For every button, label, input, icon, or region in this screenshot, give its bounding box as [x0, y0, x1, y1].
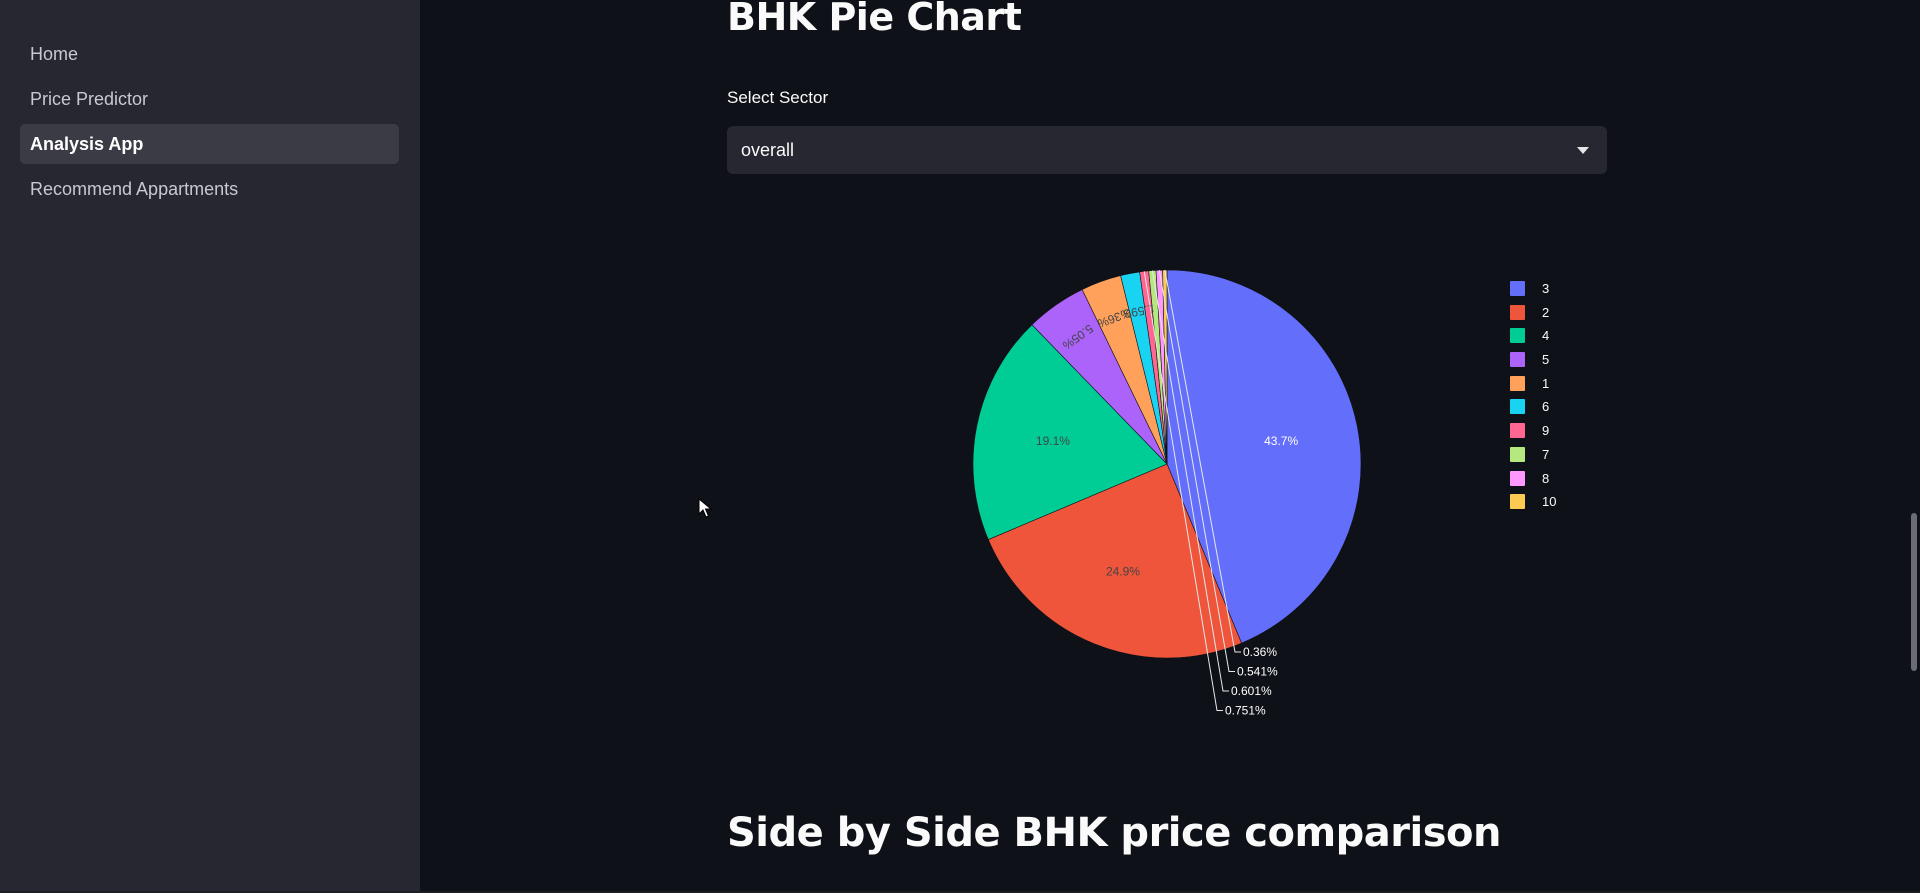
pie-label-8: 0.541%	[1237, 665, 1278, 679]
legend-swatch	[1510, 375, 1525, 391]
pie-label-3: 43.7%	[1264, 434, 1298, 448]
pie-label-7: 0.601%	[1231, 684, 1272, 698]
legend-swatch	[1510, 352, 1525, 368]
page-title: BHK Pie Chart	[727, 0, 1022, 39]
select-sector-label: Select Sector	[727, 88, 829, 107]
page-scrollbar[interactable]	[1911, 513, 1917, 671]
mouse-cursor-icon	[698, 498, 713, 518]
sector-select[interactable]: overall	[727, 126, 1607, 174]
legend-label: 10	[1542, 494, 1557, 510]
sidebar-item-home[interactable]: Home	[30, 44, 79, 64]
legend-swatch	[1510, 423, 1525, 439]
legend-item-2[interactable]: 2	[1510, 304, 1630, 328]
main-content: BHK Pie Chart Select Sector overall Side…	[420, 0, 1920, 893]
legend-label: 2	[1542, 304, 1550, 320]
legend-label: 6	[1542, 399, 1550, 415]
legend-swatch	[1510, 470, 1525, 486]
sidebar: Home Price Predictor Analysis App Recomm…	[0, 0, 420, 893]
legend-swatch	[1510, 281, 1525, 296]
legend-swatch	[1510, 494, 1525, 510]
legend-label: 1	[1542, 375, 1550, 391]
legend-item-7[interactable]: 7	[1510, 446, 1630, 470]
legend-label: 9	[1542, 423, 1550, 439]
legend-label: 8	[1542, 470, 1550, 486]
sidebar-item-analysis-app[interactable]: Analysis App	[20, 124, 399, 164]
legend-label: 3	[1542, 281, 1550, 296]
chevron-down-icon[interactable]	[1577, 147, 1589, 154]
sidebar-item-price-predictor[interactable]: Price Predictor	[30, 89, 149, 109]
legend-swatch	[1510, 446, 1525, 462]
legend-item-8[interactable]: 8	[1510, 470, 1630, 494]
legend-label: 4	[1542, 328, 1550, 344]
legend-swatch	[1510, 328, 1525, 344]
pie-label-9: 0.751%	[1225, 704, 1266, 718]
legend-item-10[interactable]: 10	[1510, 493, 1630, 517]
pie-leader-line-8	[1158, 270, 1235, 672]
legend-label: 7	[1542, 446, 1550, 462]
chart-legend: 3 2 4 5 1 6 9 7 8 10	[1510, 280, 1630, 517]
pie-label-4: 19.1%	[1036, 434, 1070, 448]
legend-item-3[interactable]: 3	[1510, 280, 1630, 304]
legend-item-1[interactable]: 1	[1510, 375, 1630, 399]
pie-slice-4[interactable]	[972, 324, 1168, 540]
section-title-bhk-comparison: Side by Side BHK price comparison	[727, 810, 1501, 856]
legend-item-4[interactable]: 4	[1510, 327, 1630, 351]
legend-label: 5	[1542, 352, 1550, 368]
pie-label-2: 24.9%	[1106, 565, 1140, 579]
bottom-border	[0, 891, 1920, 893]
pie-label-10: 0.36%	[1243, 645, 1277, 659]
legend-item-5[interactable]: 5	[1510, 351, 1630, 375]
pie-leader-line-7	[1151, 270, 1229, 692]
pie-leader-line-10	[1164, 269, 1241, 653]
pie-label-6: 1.59%	[1119, 302, 1155, 322]
legend-swatch	[1510, 304, 1525, 320]
legend-item-6[interactable]: 6	[1510, 398, 1630, 422]
sidebar-item-recommend-appartments[interactable]: Recommend Appartments	[30, 179, 239, 199]
pie-leader-line-9	[1143, 271, 1223, 711]
legend-swatch	[1510, 399, 1525, 415]
sector-select-value: overall	[741, 140, 795, 160]
legend-item-9[interactable]: 9	[1510, 422, 1630, 446]
pie-slice-3[interactable]	[1166, 269, 1362, 644]
